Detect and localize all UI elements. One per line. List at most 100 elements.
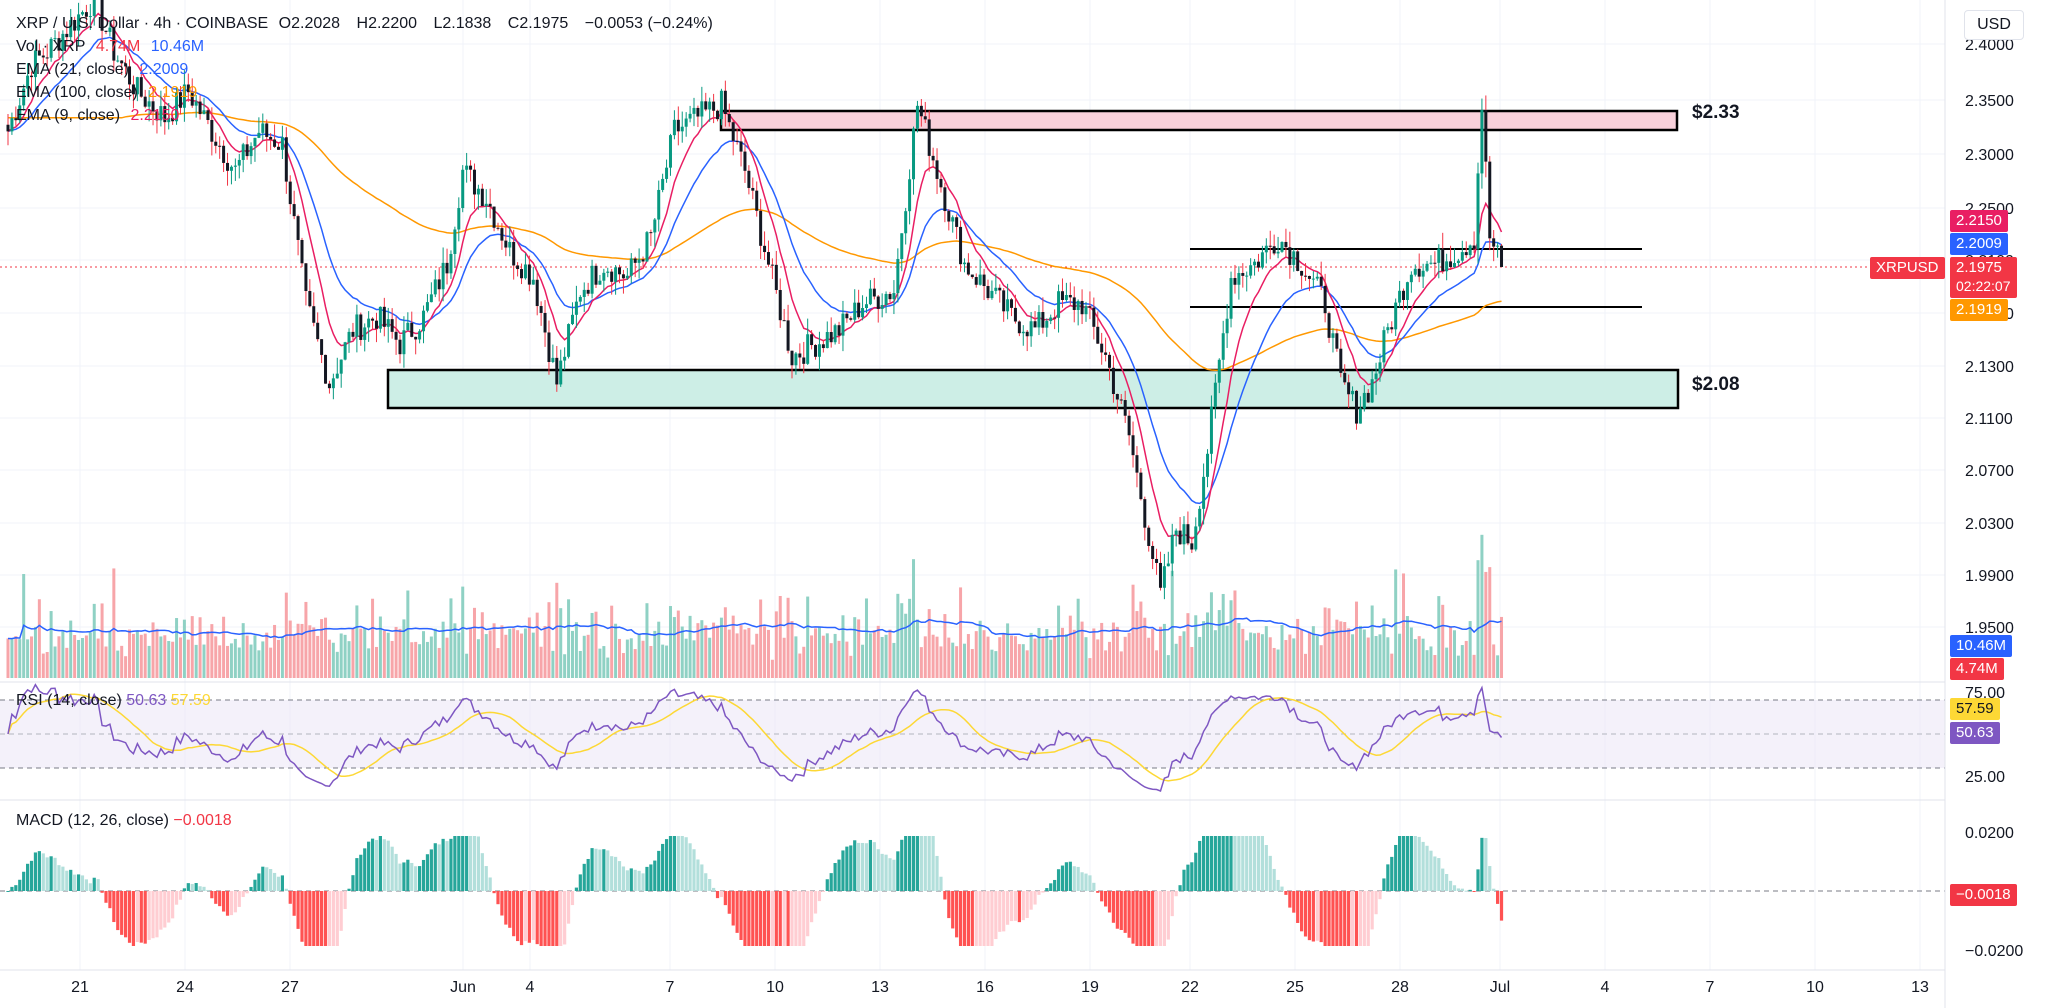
candle-body bbox=[210, 119, 214, 142]
candle-body bbox=[1006, 299, 1010, 312]
volume-bar bbox=[1155, 650, 1159, 678]
volume-bar bbox=[304, 601, 308, 678]
macd-bar bbox=[1484, 838, 1488, 891]
macd-bar bbox=[1198, 840, 1202, 891]
time-axis-label: 7 bbox=[666, 979, 675, 996]
candle-body bbox=[1135, 455, 1139, 473]
volume-bar bbox=[343, 634, 347, 678]
price-axis-label: 1.9500 bbox=[1965, 620, 2014, 637]
volume-bar bbox=[1433, 655, 1437, 678]
ema9-legend[interactable]: EMA (9, close) 2.2150 bbox=[16, 107, 180, 124]
candle-body bbox=[186, 84, 190, 93]
macd-bar bbox=[911, 836, 916, 891]
volume-bar bbox=[116, 650, 120, 678]
ema100-legend[interactable]: EMA (100, close) 2.1919 bbox=[16, 84, 198, 101]
macd-bar bbox=[884, 854, 888, 891]
candle-body bbox=[641, 259, 645, 262]
macd-bar bbox=[1017, 891, 1021, 923]
candle-body bbox=[1296, 251, 1300, 271]
candle-body bbox=[1139, 472, 1143, 500]
volume-bar bbox=[1429, 646, 1433, 678]
macd-bar bbox=[186, 883, 190, 891]
candle-body bbox=[657, 189, 661, 220]
candle-body bbox=[1417, 268, 1421, 277]
macd-bar bbox=[1260, 836, 1264, 891]
ema21-legend[interactable]: EMA (21, close) 2.2009 bbox=[16, 61, 189, 78]
candle-body bbox=[1476, 173, 1480, 249]
currency-button[interactable]: USD bbox=[1964, 10, 2024, 40]
volume-bar bbox=[806, 596, 810, 678]
macd-bar bbox=[864, 843, 869, 891]
candle-body bbox=[65, 33, 69, 38]
volume-bar bbox=[1021, 644, 1025, 678]
volume-bar bbox=[1029, 632, 1033, 678]
macd-bar bbox=[978, 891, 982, 946]
macd-legend[interactable]: MACD (12, 26, close) −0.0018 bbox=[16, 812, 232, 829]
candle-body bbox=[782, 320, 786, 322]
volume-bar bbox=[594, 611, 598, 678]
vol-legend[interactable]: Vol · XRP 4.74M 10.46M bbox=[16, 38, 205, 55]
macd-bar bbox=[1009, 891, 1014, 922]
candle-body bbox=[327, 383, 331, 389]
macd-bar bbox=[210, 891, 214, 899]
candle-body bbox=[367, 318, 371, 328]
candle-body bbox=[292, 204, 296, 217]
symbol-title[interactable]: XRP / U.S. Dollar · 4h · COINBASE bbox=[16, 15, 269, 32]
candle-body bbox=[214, 141, 218, 146]
volume-bar bbox=[598, 648, 602, 678]
macd-bar bbox=[727, 891, 731, 914]
volume-bar bbox=[814, 628, 818, 678]
volume-bar bbox=[1100, 622, 1104, 678]
volume-bar bbox=[712, 622, 716, 678]
volume-bar bbox=[1123, 636, 1127, 678]
rsi-legend[interactable]: RSI (14, close) 50.63 57.59 bbox=[16, 692, 211, 709]
macd-bar bbox=[465, 836, 469, 891]
macd-bar bbox=[335, 891, 339, 946]
candle-body bbox=[1068, 294, 1072, 298]
volume-bar bbox=[1253, 633, 1257, 678]
open-value: O2.2028 bbox=[278, 15, 341, 32]
volume-bar bbox=[1237, 623, 1241, 678]
volume-bar bbox=[520, 633, 524, 678]
candle-body bbox=[841, 313, 845, 336]
volume-bar bbox=[778, 595, 782, 678]
macd-bar bbox=[135, 891, 139, 943]
macd-bar bbox=[1182, 869, 1186, 891]
macd-bar bbox=[288, 891, 292, 904]
volume-bar bbox=[1304, 653, 1308, 678]
candle-body bbox=[1413, 268, 1417, 275]
volume-bar bbox=[410, 642, 414, 678]
macd-bar bbox=[22, 871, 26, 891]
candle-body bbox=[1382, 330, 1386, 363]
macd-bar bbox=[888, 858, 892, 891]
macd-bar bbox=[755, 891, 759, 946]
macd-bar bbox=[143, 891, 147, 944]
price-axis-label: 2.4000 bbox=[1965, 37, 2014, 54]
volume-bar bbox=[128, 629, 132, 678]
candle-body bbox=[304, 263, 308, 292]
candle-body bbox=[1143, 499, 1147, 528]
volume-bar bbox=[214, 636, 218, 678]
macd-bar bbox=[1217, 836, 1221, 891]
volume-bar bbox=[159, 636, 163, 678]
volume-bar bbox=[484, 634, 488, 678]
candle-body bbox=[167, 117, 171, 123]
volume-bar bbox=[276, 639, 280, 678]
volume-bar bbox=[563, 654, 567, 678]
candle-body bbox=[892, 293, 896, 300]
volume-bar bbox=[716, 625, 720, 678]
candle-body bbox=[351, 331, 355, 337]
macd-bar bbox=[1468, 889, 1472, 891]
volume-bar bbox=[371, 598, 375, 678]
volume-bar bbox=[457, 632, 461, 678]
candle-body bbox=[1253, 261, 1257, 266]
macd-bar bbox=[1413, 836, 1417, 891]
volume-bar bbox=[1354, 601, 1358, 678]
macd-bar bbox=[429, 849, 433, 891]
volume-bar bbox=[743, 629, 747, 678]
candle-body bbox=[80, 12, 84, 15]
volume-bar bbox=[653, 630, 657, 678]
macd-bar bbox=[378, 836, 382, 891]
macd-bar bbox=[892, 859, 896, 891]
